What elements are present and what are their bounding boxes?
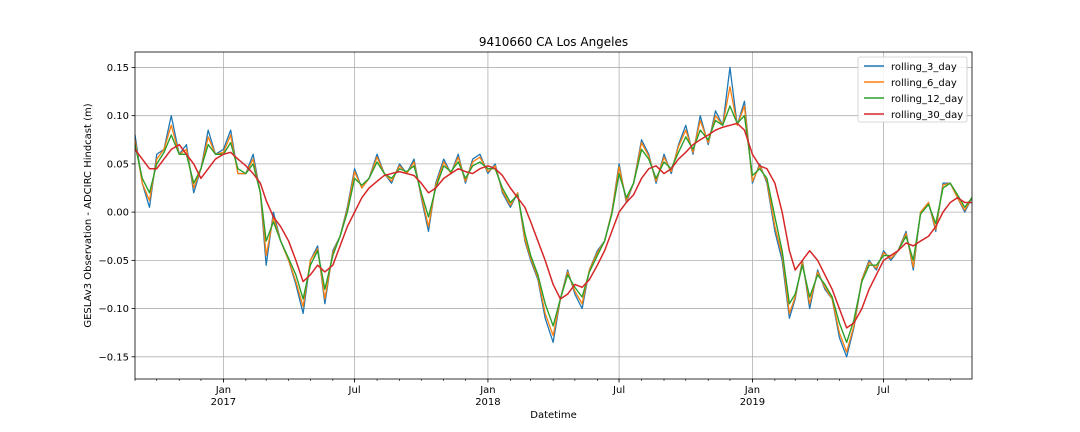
legend: rolling_3_day rolling_6_day rolling_12_d… — [857, 56, 968, 123]
y-tick-label: 0.05 — [107, 159, 129, 170]
series-line-rolling-6-day — [135, 86, 972, 353]
x-tick-label: Jul — [612, 385, 625, 396]
y-tick-label: 0.10 — [107, 111, 129, 122]
legend-label-rolling-6-day: rolling_6_day — [891, 78, 957, 89]
y-tick-label: −0.10 — [98, 304, 129, 315]
series-line-rolling-12-day — [135, 105, 972, 344]
x-tick-year-label: 2019 — [740, 397, 765, 408]
plot-frame — [134, 51, 973, 380]
chart-title: 9410660 CA Los Angeles — [479, 35, 628, 49]
x-tick-label: Jan — [215, 385, 231, 396]
legend-box — [857, 56, 968, 123]
x-tick-label: Jul — [877, 385, 890, 396]
legend-label-rolling-12-day: rolling_12_day — [891, 94, 963, 105]
legend-label-rolling-30-day: rolling_30_day — [891, 110, 963, 121]
y-axis: −0.15 −0.10 −0.05 0.00 0.05 0.10 0.15 — [98, 63, 135, 363]
y-tick-label: −0.15 — [98, 352, 129, 363]
legend-label-rolling-3-day: rolling_3_day — [891, 62, 957, 73]
x-tick-label: Jan — [479, 385, 495, 396]
grid-layer — [135, 52, 972, 379]
x-tick-year-label: 2017 — [211, 397, 236, 408]
x-tick-label: Jul — [348, 385, 361, 396]
x-tick-year-label: 2018 — [475, 397, 500, 408]
x-tick-label: Jan — [744, 385, 760, 396]
series-line-rolling-30-day — [135, 122, 972, 329]
y-axis-label: GESLAv3 Observation - ADCIRC Hindcast (m… — [83, 103, 94, 327]
y-tick-label: −0.05 — [98, 256, 129, 267]
series-layer — [135, 66, 972, 358]
y-tick-label: 0.15 — [107, 63, 129, 74]
y-tick-label: 0.00 — [107, 208, 129, 219]
x-axis-label: Datetime — [530, 410, 577, 421]
